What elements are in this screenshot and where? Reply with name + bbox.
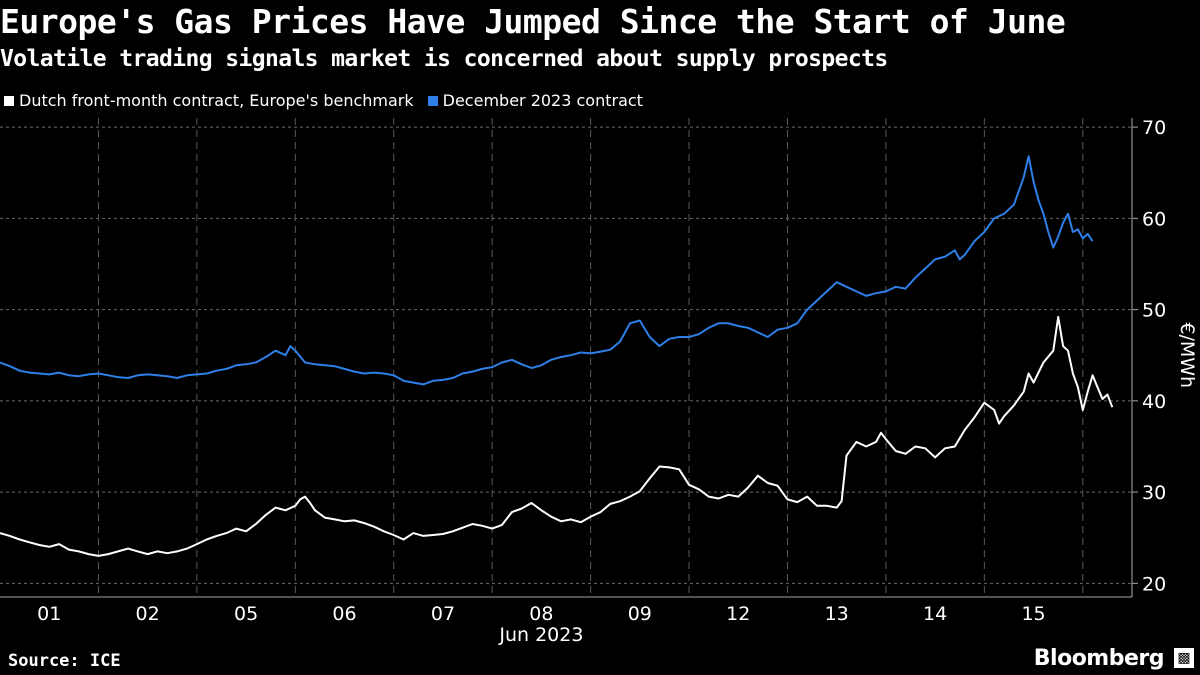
y-tick-label: 60 xyxy=(1142,208,1166,230)
chart-title: Europe's Gas Prices Have Jumped Since th… xyxy=(0,2,1066,41)
x-tick-label: 07 xyxy=(431,603,455,625)
x-tick-label: 15 xyxy=(1021,603,1045,625)
source-note: Source: ICE xyxy=(8,651,121,671)
chart-subtitle: Volatile trading signals market is conce… xyxy=(0,46,888,72)
series-line-dutch xyxy=(0,315,1114,557)
x-tick-label: 14 xyxy=(923,603,947,625)
legend-swatch-december xyxy=(427,95,438,106)
x-tick-label: 05 xyxy=(234,603,258,625)
x-tick-label: 01 xyxy=(37,603,61,625)
y-axis-label: €/MWh xyxy=(1176,322,1198,388)
x-tick-label: 06 xyxy=(332,603,356,625)
legend: Dutch front-month contract, Europe's ben… xyxy=(4,91,643,110)
y-tick-label: 30 xyxy=(1142,482,1166,504)
x-axis-label: Jun 2023 xyxy=(498,624,583,646)
y-tick-label: 50 xyxy=(1142,300,1166,322)
x-tick-label: 08 xyxy=(529,603,553,625)
y-tick-label: 70 xyxy=(1142,117,1166,139)
y-tick-label: 20 xyxy=(1142,573,1166,595)
chart-badge-icon: ▩ xyxy=(1174,648,1194,668)
legend-label-dutch: Dutch front-month contract, Europe's ben… xyxy=(19,91,414,110)
x-tick-label: 13 xyxy=(825,603,849,625)
brand-logo: Bloomberg xyxy=(1033,646,1165,671)
x-tick-label: 09 xyxy=(628,603,652,625)
legend-swatch-dutch xyxy=(4,95,14,106)
legend-item-dutch: Dutch front-month contract, Europe's ben… xyxy=(4,91,414,110)
x-tick-label: 12 xyxy=(726,603,750,625)
series-line-december xyxy=(0,155,1094,386)
legend-item-december: December 2023 contract xyxy=(427,91,643,110)
x-tick-label: 02 xyxy=(136,603,160,625)
legend-label-december: December 2023 contract xyxy=(442,91,643,110)
y-tick-label: 40 xyxy=(1142,391,1166,413)
